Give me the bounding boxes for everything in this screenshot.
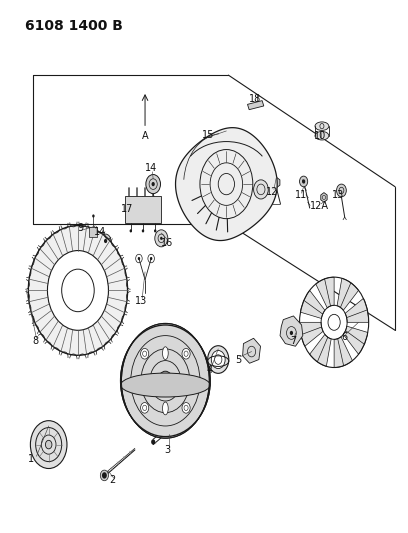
Text: 12A: 12A: [310, 201, 329, 211]
Polygon shape: [343, 326, 368, 354]
Polygon shape: [280, 316, 303, 346]
Circle shape: [104, 239, 107, 243]
Text: 9: 9: [77, 223, 83, 233]
Polygon shape: [337, 278, 359, 310]
Text: 6108 1400 B: 6108 1400 B: [25, 19, 123, 33]
Text: 4: 4: [207, 365, 213, 375]
Text: 8: 8: [32, 336, 38, 346]
Circle shape: [141, 402, 149, 413]
Circle shape: [151, 182, 155, 186]
Ellipse shape: [315, 132, 329, 140]
Circle shape: [211, 351, 225, 368]
Text: A: A: [142, 131, 149, 141]
Ellipse shape: [121, 373, 210, 397]
Circle shape: [28, 225, 128, 356]
Polygon shape: [321, 192, 327, 202]
Circle shape: [290, 331, 293, 335]
Ellipse shape: [140, 377, 149, 384]
Polygon shape: [248, 101, 264, 110]
Circle shape: [30, 421, 67, 469]
Ellipse shape: [315, 122, 329, 131]
Polygon shape: [300, 290, 325, 319]
Text: 10: 10: [314, 131, 326, 141]
Circle shape: [254, 180, 268, 199]
FancyBboxPatch shape: [89, 227, 98, 237]
Text: 15: 15: [202, 130, 214, 140]
Text: 17: 17: [120, 204, 133, 214]
Circle shape: [182, 402, 190, 413]
Circle shape: [160, 237, 162, 240]
Ellipse shape: [162, 347, 168, 360]
Text: 6: 6: [341, 332, 347, 342]
Polygon shape: [243, 338, 261, 364]
Circle shape: [302, 179, 305, 183]
Circle shape: [299, 176, 308, 187]
Circle shape: [151, 439, 155, 445]
Text: 14: 14: [145, 163, 157, 173]
Circle shape: [47, 251, 109, 330]
Polygon shape: [310, 334, 331, 366]
Text: 18: 18: [249, 94, 261, 104]
Circle shape: [142, 229, 144, 232]
Circle shape: [208, 346, 229, 373]
Ellipse shape: [182, 377, 191, 384]
Circle shape: [141, 349, 149, 359]
Text: 13: 13: [135, 295, 147, 305]
Circle shape: [154, 229, 156, 232]
Circle shape: [100, 470, 109, 481]
Circle shape: [150, 257, 152, 260]
Text: 2: 2: [109, 475, 115, 485]
Text: 1: 1: [28, 454, 34, 464]
FancyBboxPatch shape: [125, 196, 161, 223]
Ellipse shape: [121, 325, 210, 437]
Polygon shape: [316, 277, 334, 308]
Text: 16: 16: [161, 238, 173, 247]
Circle shape: [337, 184, 346, 197]
Text: 11: 11: [295, 190, 307, 200]
Ellipse shape: [162, 402, 168, 415]
Polygon shape: [273, 177, 280, 188]
Circle shape: [182, 349, 190, 359]
Circle shape: [45, 440, 52, 449]
Text: 7: 7: [290, 336, 297, 346]
Circle shape: [102, 472, 107, 479]
Circle shape: [146, 174, 160, 193]
Text: 14: 14: [94, 227, 106, 237]
Circle shape: [138, 257, 140, 260]
Polygon shape: [334, 337, 353, 368]
Circle shape: [155, 230, 168, 247]
Polygon shape: [299, 322, 323, 346]
Polygon shape: [175, 128, 277, 240]
Text: 12: 12: [266, 187, 279, 197]
Circle shape: [100, 234, 111, 248]
Polygon shape: [345, 298, 369, 322]
Text: 5: 5: [235, 354, 242, 365]
Circle shape: [92, 214, 95, 217]
Circle shape: [122, 324, 209, 438]
Circle shape: [158, 371, 173, 390]
Circle shape: [130, 229, 132, 232]
Text: 13: 13: [332, 190, 344, 200]
Text: 3: 3: [164, 445, 171, 455]
